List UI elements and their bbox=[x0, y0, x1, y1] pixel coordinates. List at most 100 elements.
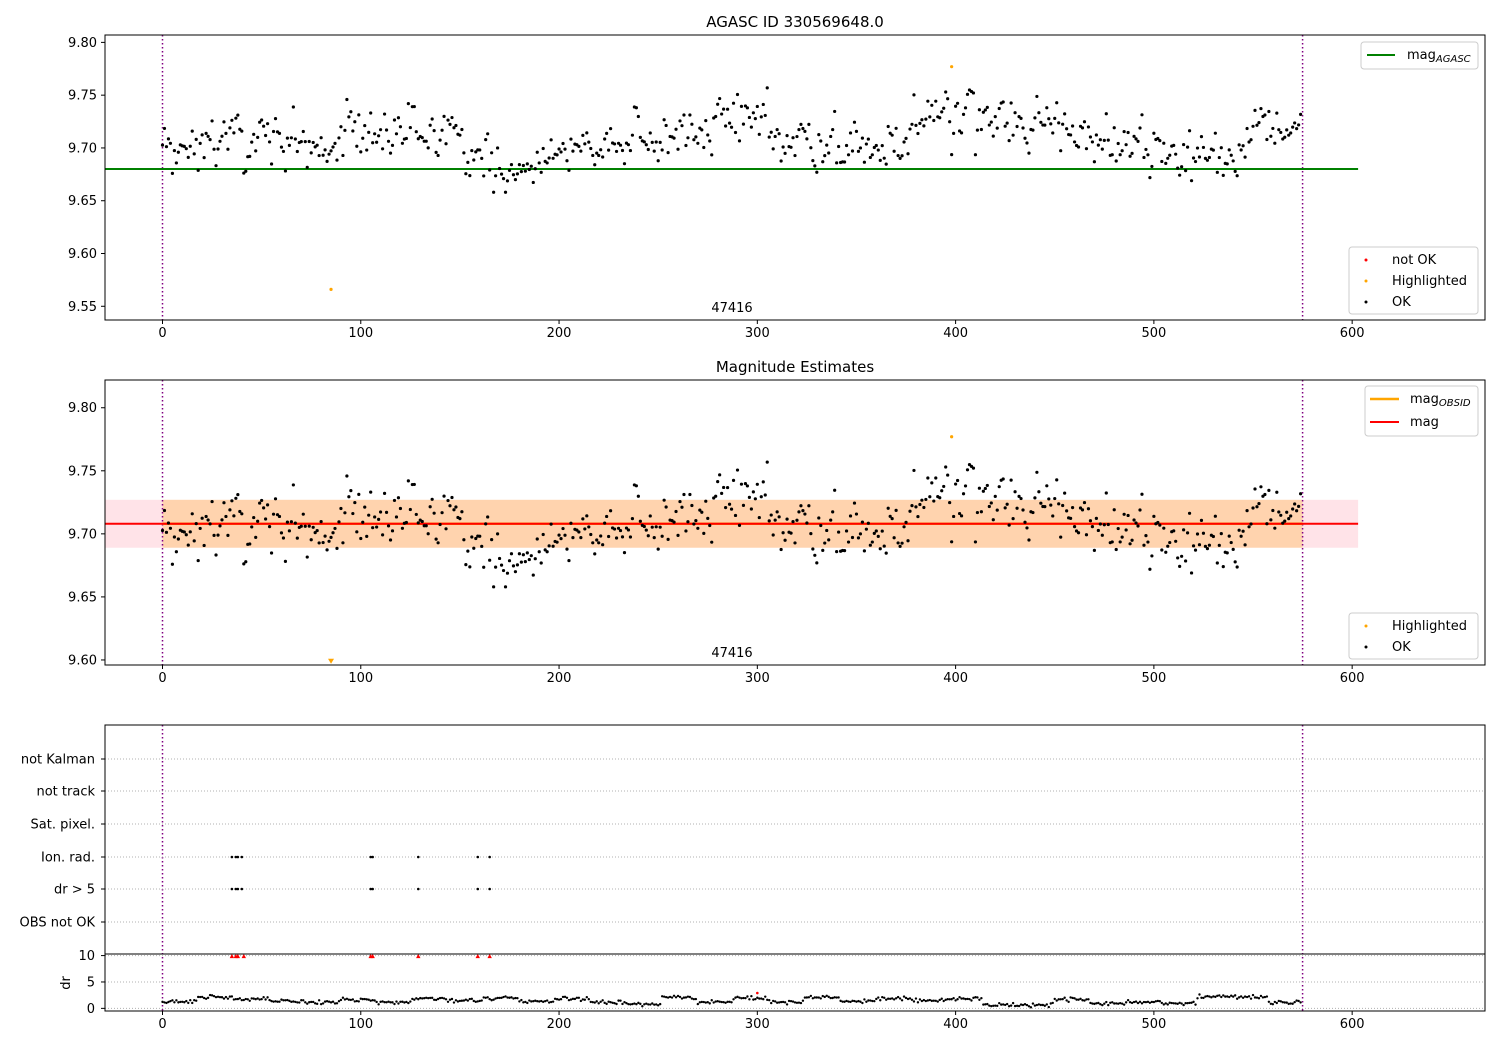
dr-point bbox=[714, 1000, 717, 1003]
ok-point bbox=[494, 565, 498, 569]
ok-point bbox=[795, 518, 799, 522]
ok-point bbox=[777, 515, 781, 519]
dr-point bbox=[377, 1003, 380, 1006]
dr-point bbox=[1021, 1003, 1025, 1007]
ok-point bbox=[1271, 126, 1275, 131]
dr-point bbox=[853, 999, 856, 1003]
panel2-highlighted-points bbox=[328, 435, 954, 664]
ok-point bbox=[478, 534, 482, 538]
dr-point bbox=[938, 998, 941, 1002]
dr-point bbox=[347, 998, 351, 1001]
ok-point bbox=[1150, 554, 1154, 558]
ok-point bbox=[662, 118, 666, 122]
ok-point bbox=[971, 466, 976, 470]
ok-point bbox=[458, 133, 462, 137]
dr-point bbox=[752, 998, 755, 1001]
dr-point bbox=[383, 1000, 386, 1004]
dr-point bbox=[781, 1000, 785, 1004]
ok-point bbox=[577, 144, 581, 148]
dr-point bbox=[924, 999, 928, 1003]
ok-point bbox=[940, 110, 944, 114]
highlighted-point bbox=[950, 65, 954, 69]
ok-point bbox=[718, 96, 722, 101]
x-tick-label: 400 bbox=[943, 1017, 968, 1032]
ok-point bbox=[454, 505, 458, 509]
dr-point bbox=[859, 1000, 862, 1003]
ok-point bbox=[926, 99, 930, 103]
y-tick-label: 9.80 bbox=[68, 36, 97, 51]
ok-point bbox=[295, 149, 299, 154]
ok-point bbox=[821, 160, 825, 164]
ok-point bbox=[894, 508, 898, 512]
ok-point bbox=[1243, 543, 1247, 547]
dr-point bbox=[436, 997, 440, 1001]
dr-point bbox=[877, 996, 880, 999]
ok-point bbox=[878, 547, 882, 551]
x-tick-label: 100 bbox=[348, 1017, 373, 1032]
ok-point bbox=[868, 543, 872, 547]
ok-point bbox=[561, 526, 565, 531]
ok-point bbox=[844, 143, 849, 148]
ok-point bbox=[666, 537, 670, 541]
ok-point bbox=[747, 495, 751, 500]
dr-point bbox=[561, 995, 565, 999]
dr-point bbox=[1202, 996, 1205, 1000]
ok-point bbox=[785, 133, 789, 138]
ok-point bbox=[363, 505, 367, 509]
panel2-frame bbox=[104, 379, 1486, 666]
dr-point bbox=[863, 998, 866, 1001]
panel2-legend-bottom-box bbox=[1348, 612, 1479, 660]
ok-point bbox=[868, 155, 872, 160]
ok-point bbox=[164, 530, 169, 534]
dr-point bbox=[597, 1002, 600, 1005]
ok-point bbox=[1187, 129, 1192, 133]
ok-point bbox=[688, 492, 692, 497]
ok-point bbox=[676, 533, 680, 537]
dr-point bbox=[1025, 1003, 1029, 1007]
ok-point bbox=[1076, 531, 1081, 535]
ok-point bbox=[555, 153, 559, 157]
dr-point bbox=[490, 999, 493, 1002]
dr-point bbox=[549, 1000, 553, 1004]
ok-point bbox=[1049, 503, 1053, 507]
ok-point bbox=[198, 526, 202, 531]
ok-point bbox=[791, 136, 795, 140]
ok-point bbox=[291, 483, 295, 487]
dr-point bbox=[966, 997, 969, 1001]
ok-point bbox=[660, 148, 664, 152]
ok-point bbox=[394, 515, 399, 519]
ok-point bbox=[864, 527, 868, 531]
ok-point bbox=[1142, 155, 1146, 160]
ok-point bbox=[813, 553, 817, 557]
ok-point bbox=[448, 122, 452, 127]
ok-point bbox=[549, 138, 553, 142]
dr-point bbox=[1249, 997, 1253, 1000]
dr-point bbox=[528, 999, 531, 1002]
dr-point bbox=[547, 1001, 551, 1004]
ok-point bbox=[1130, 151, 1134, 155]
dr-point bbox=[958, 995, 961, 999]
ok-point bbox=[468, 565, 472, 569]
dr-point bbox=[1156, 999, 1160, 1003]
ok-point bbox=[541, 146, 545, 151]
dr-point bbox=[1097, 1001, 1100, 1005]
dr-point bbox=[1079, 997, 1082, 1001]
ok-point bbox=[1090, 525, 1095, 529]
dr-point bbox=[1009, 1004, 1013, 1007]
dr-point bbox=[216, 995, 220, 999]
ok-point bbox=[267, 140, 272, 144]
dr-point bbox=[399, 1000, 402, 1003]
ok-point bbox=[464, 563, 468, 567]
ok-point bbox=[160, 528, 165, 533]
ok-point bbox=[353, 500, 357, 505]
ok-point bbox=[1023, 136, 1027, 140]
dr-point bbox=[1144, 1000, 1148, 1004]
ok-point bbox=[509, 552, 514, 556]
y-tick-label: 9.70 bbox=[68, 141, 97, 156]
ok-point bbox=[492, 190, 496, 194]
ok-point bbox=[942, 484, 946, 489]
ok-point bbox=[912, 468, 916, 473]
ok-point bbox=[283, 559, 288, 563]
panel1-legend-highlighted-swatch bbox=[1364, 279, 1368, 283]
